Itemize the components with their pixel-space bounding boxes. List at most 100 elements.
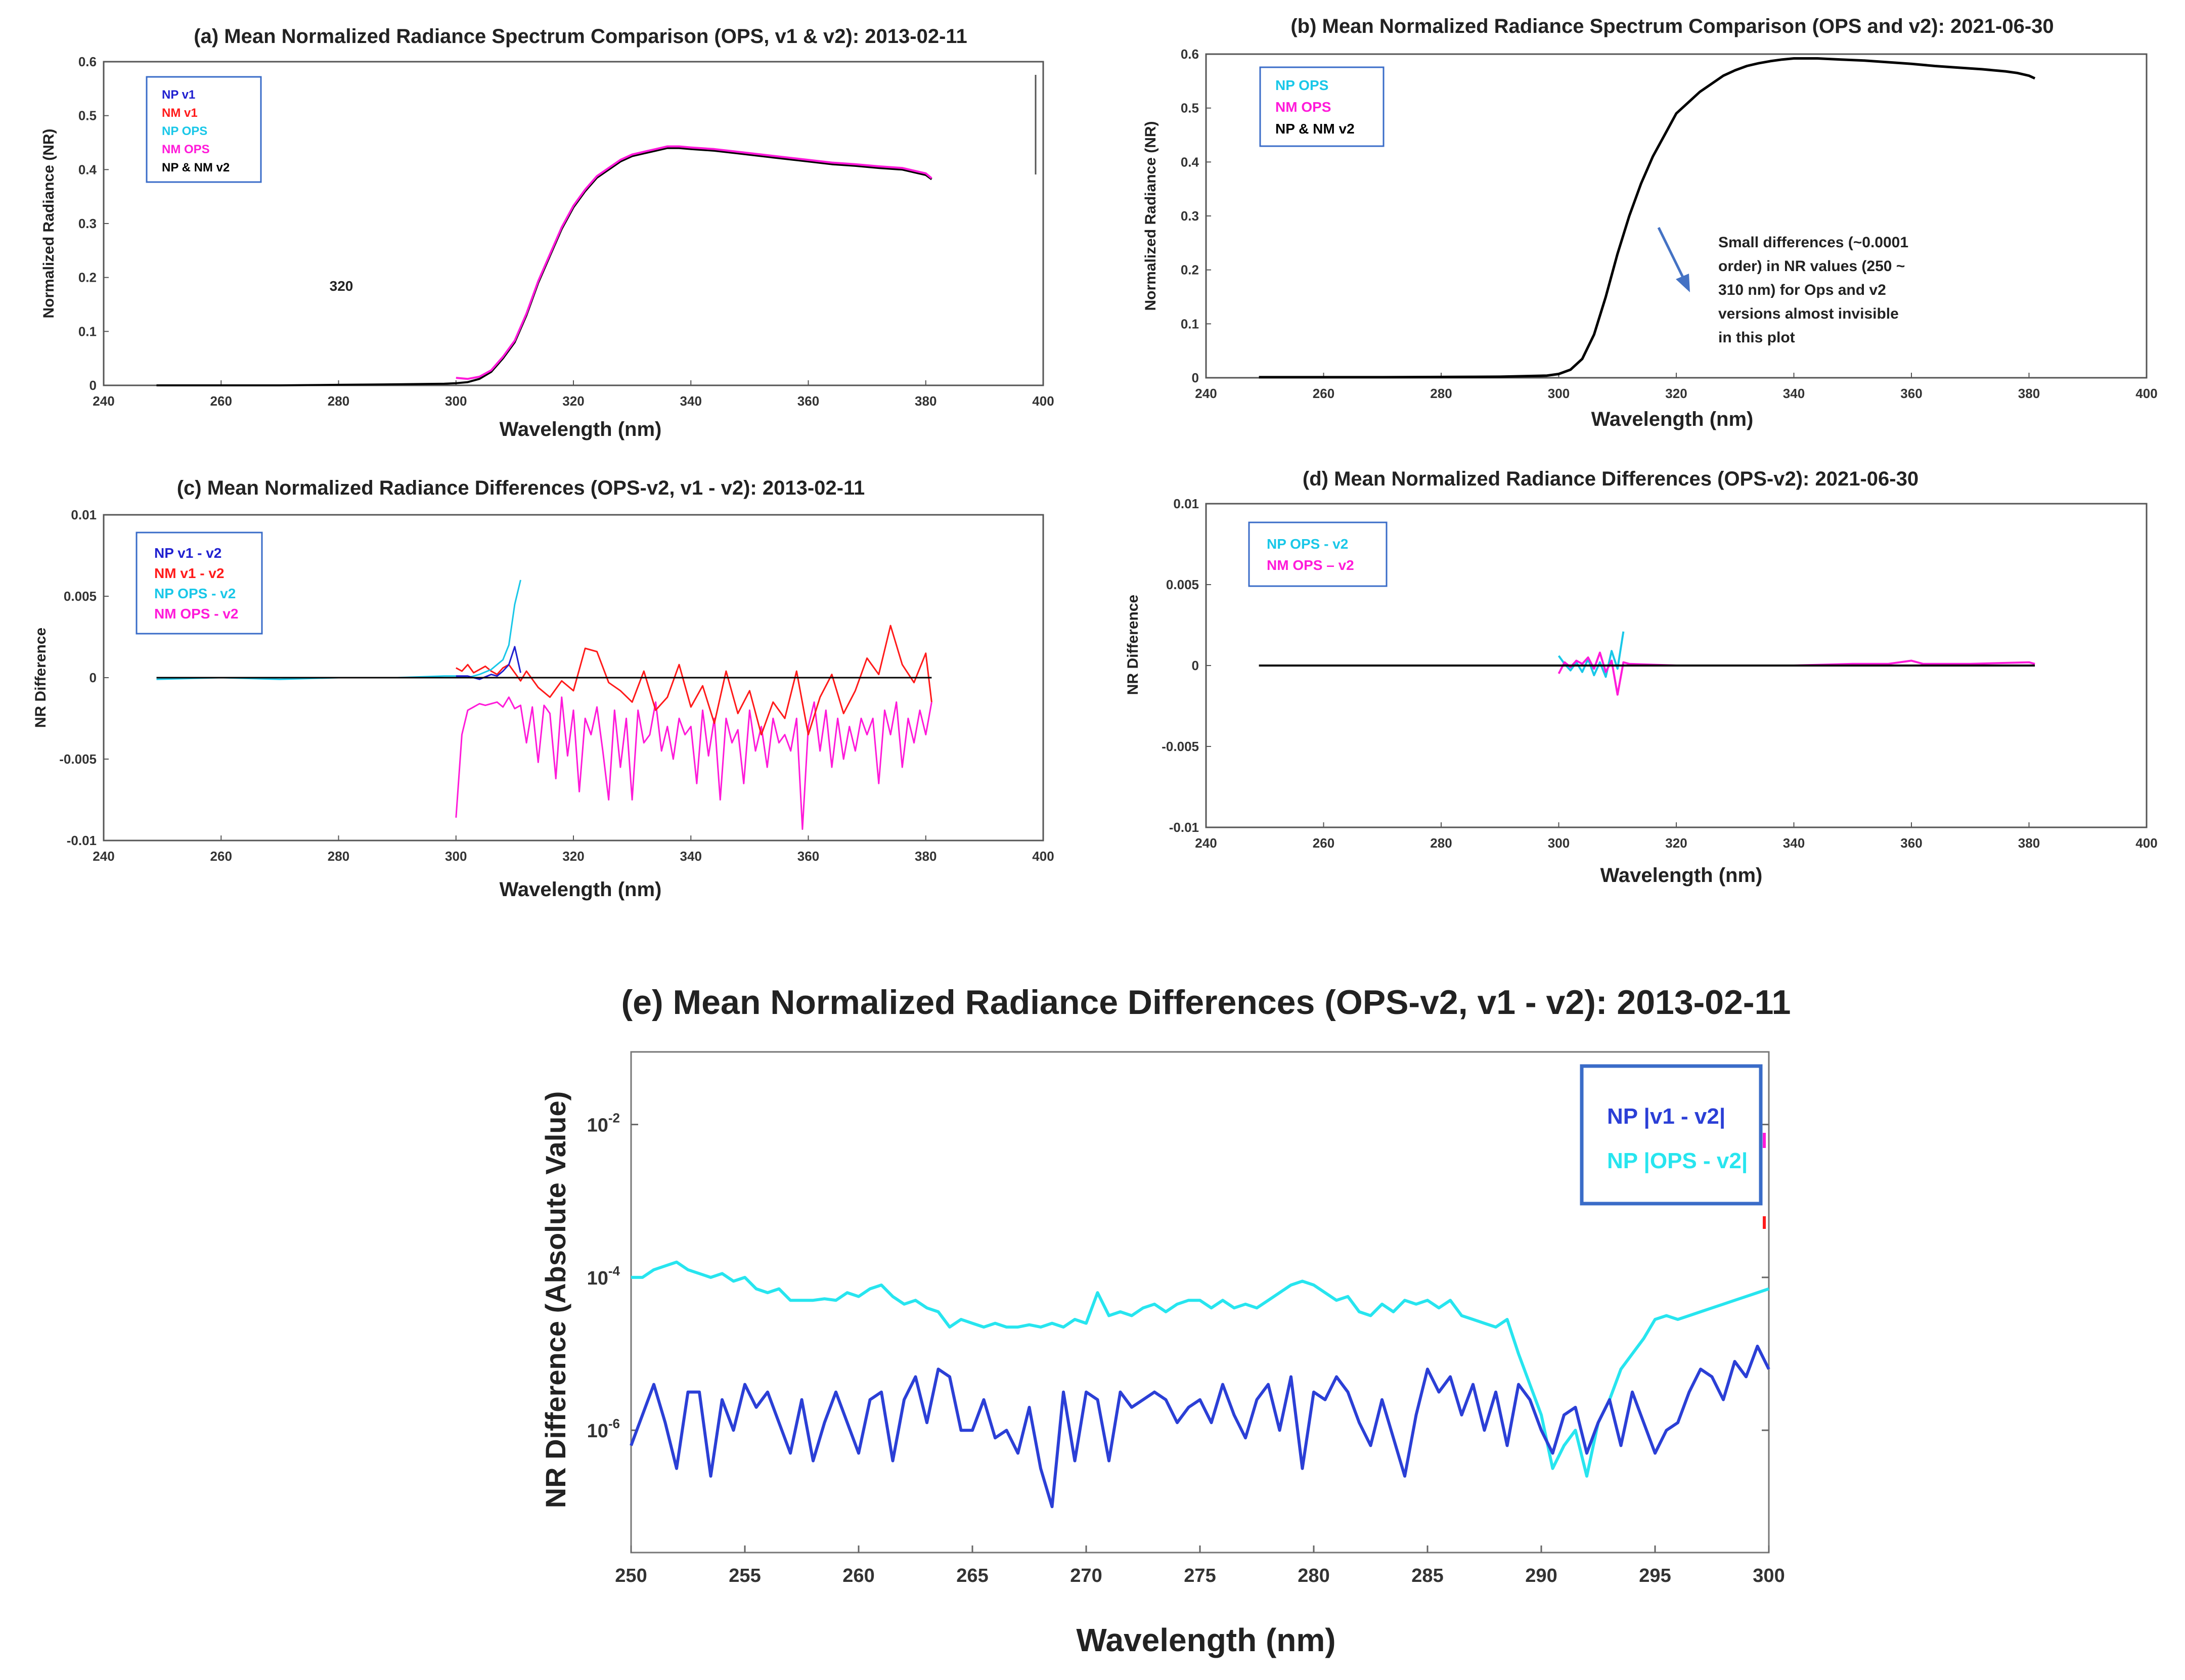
panel-c-ytick-0-005: -0.005 <box>59 751 97 767</box>
panel-d-ytick-0-01: 0.01 <box>1173 496 1199 511</box>
panel-d-ytick-0-01: -0.01 <box>1169 820 1199 835</box>
panel-b-ytick-0-4: 0.4 <box>1181 154 1199 169</box>
panel-c-x-axis-label: Wavelength (nm) <box>500 878 662 901</box>
panel-c-xtick-300: 300 <box>445 849 467 864</box>
panel-c-legend: NP v1 - v2 NM v1 - v2 NP OPS - v2 NM OPS… <box>136 532 263 635</box>
panel-b-plot: 240 260 280 300 320 340 360 380 400 0 0.1 0.2 0.3 0.4… <box>1181 47 2158 401</box>
panel-e-xtick-265: 265 <box>956 1565 988 1586</box>
panel-d: (d) Mean Normalized Radiance Differences… <box>1125 468 2158 887</box>
panel-c-ytick-0-01: -0.01 <box>67 833 97 848</box>
panel-b-xtick-340: 340 <box>1783 386 1805 401</box>
panel-b-xtick-380: 380 <box>2018 386 2040 401</box>
panel-e-ytick-1e-2: 10-2 <box>587 1111 620 1136</box>
panel-e-xtick-295: 295 <box>1639 1565 1671 1586</box>
panel-a-plot: 240 260 280 300 320 340 360 380 400 0 0.1 0.2 0.3 0.4… <box>78 54 1054 409</box>
panel-b-xtick-400: 400 <box>2135 386 2157 401</box>
panel-a-series-nm-ops <box>456 145 932 380</box>
panel-a-ytick-0-2: 0.2 <box>78 270 97 285</box>
panel-c-plot: 240 260 280 300 320 340 360 380 400 -0.01 -0.005 0 0… <box>59 507 1054 864</box>
panel-e-xtick-280: 280 <box>1298 1565 1329 1586</box>
panel-d-x-axis-label: Wavelength (nm) <box>1600 864 1763 887</box>
panel-c-ytick-0-01: 0.01 <box>71 507 97 522</box>
panel-c-xtick-400: 400 <box>1032 849 1054 864</box>
panel-b-annotation-arrow-line <box>1657 227 1684 278</box>
panel-b-xtick-280: 280 <box>1430 386 1452 401</box>
panel-a-legend-box <box>146 76 262 183</box>
panel-e-xtick-260: 260 <box>842 1565 874 1586</box>
panel-d-legend-np-ops-v2: NP OPS - v2 <box>1267 536 1348 552</box>
panel-b-ytick-0-1: 0.1 <box>1181 316 1199 331</box>
panel-a-ytick-0: 0 <box>90 378 97 393</box>
panel-d-ytick-0: 0 <box>1192 658 1199 673</box>
panel-d-xtick-380: 380 <box>2018 835 2040 851</box>
panel-b-legend-box <box>1259 66 1385 147</box>
panel-b-annotation-line-3: 310 nm) for Ops and v2 <box>1718 282 1886 298</box>
panel-d-plot: 240 260 280 300 320 340 360 380 400 -0.01 -0.005 0 0… <box>1162 496 2157 851</box>
panel-a-legend-np-ops: NP OPS <box>162 124 207 138</box>
panel-a: (a) Mean Normalized Radiance Spectrum Co… <box>40 25 1054 440</box>
panel-b-xtick-240: 240 <box>1195 386 1217 401</box>
panel-c-legend-np-v1-v2: NP v1 - v2 <box>154 545 221 561</box>
panel-d-xtick-320: 320 <box>1665 835 1687 851</box>
panel-b-xtick-360: 360 <box>1900 386 1922 401</box>
panel-a-legend-nm-v1: NM v1 <box>162 106 198 120</box>
panel-a-xtick-260: 260 <box>210 393 232 409</box>
panel-b-ytick-0-6: 0.6 <box>1181 47 1199 62</box>
panel-d-title: (d) Mean Normalized Radiance Differences… <box>1303 468 1919 490</box>
panel-a-ytick-0-6: 0.6 <box>78 54 97 69</box>
panel-c-xtick-320: 320 <box>562 849 584 864</box>
panel-d-ytick-0-005: -0.005 <box>1162 739 1199 754</box>
panel-e-legend: NP |v1 - v2| NP |OPS - v2| <box>1580 1064 1763 1206</box>
panel-e-plot: 250 255 260 265 270 275 280 285 290 295 30010-210-… <box>587 1111 1785 1586</box>
panel-a-legend-nm-ops: NM OPS <box>162 143 210 156</box>
panel-c-legend-nm-ops-v2: NM OPS - v2 <box>154 606 238 622</box>
panel-c-ytick-0-005: 0.005 <box>64 589 97 604</box>
panel-a-x-axis-label: Wavelength (nm) <box>500 418 662 440</box>
panel-b-legend-np-ops: NP OPS <box>1275 77 1328 93</box>
panel-a-xtick-280: 280 <box>328 393 349 409</box>
panel-d-xtick-240: 240 <box>1195 835 1217 851</box>
panel-b-ytick-0-2: 0.2 <box>1181 262 1199 278</box>
panel-c-legend-np-ops-v2: NP OPS - v2 <box>154 586 236 601</box>
panel-c-title: (c) Mean Normalized Radiance Differences… <box>177 477 865 499</box>
panel-e-ytick-base: 10 <box>587 1268 608 1289</box>
panel-a-title: (a) Mean Normalized Radiance Spectrum Co… <box>194 25 967 48</box>
panel-e-legend-box <box>1580 1064 1763 1206</box>
panel-c-series-nm-v1-v2 <box>456 625 932 736</box>
panel-a-xtick-400: 400 <box>1032 393 1054 409</box>
panel-e-legend-np-v1-v2: NP |v1 - v2| <box>1607 1104 1725 1129</box>
panel-b-annotation-line-1: Small differences (~0.0001 <box>1718 234 1908 251</box>
panel-e: (e) Mean Normalized Radiance Differences… <box>540 983 1791 1658</box>
panel-d-xtick-400: 400 <box>2135 835 2157 851</box>
panel-b-ytick-0-3: 0.3 <box>1181 208 1199 224</box>
panel-b-annotation-arrowhead <box>1676 274 1690 292</box>
panel-e-xtick-270: 270 <box>1070 1565 1102 1586</box>
panel-b-annotation-line-2: order) in NR values (250 ~ <box>1718 258 1905 275</box>
panel-e-title: (e) Mean Normalized Radiance Differences… <box>621 983 1791 1022</box>
panel-d-xtick-260: 260 <box>1313 835 1334 851</box>
panel-a-annotation: 320 <box>330 278 353 294</box>
panel-c-xtick-280: 280 <box>328 849 349 864</box>
panel-e-xtick-290: 290 <box>1525 1565 1557 1586</box>
panel-e-ytick-1e-4: 10-4 <box>587 1263 620 1289</box>
panel-e-ytick-1e-6: 10-6 <box>587 1416 620 1442</box>
panel-b-xtick-300: 300 <box>1548 386 1570 401</box>
panel-e-legend-np-ops-v2: NP |OPS - v2| <box>1607 1148 1748 1174</box>
panel-d-xtick-280: 280 <box>1430 835 1452 851</box>
panel-e-ytick-exponent: -4 <box>608 1263 620 1278</box>
panel-b-legend: NP OPS NM OPS NP & NM v2 <box>1259 66 1385 147</box>
panel-e-y-axis-label: NR Difference (Absolute Value) <box>540 1091 571 1509</box>
panel-d-xtick-360: 360 <box>1900 835 1922 851</box>
panel-a-xtick-240: 240 <box>93 393 114 409</box>
panel-e-ytick-exponent: -6 <box>608 1416 620 1431</box>
panel-d-legend-nm-ops-v2: NM OPS – v2 <box>1267 557 1354 573</box>
panel-c-legend-box <box>136 532 263 635</box>
panel-c-xtick-240: 240 <box>93 849 114 864</box>
panel-e-ytick-exponent: -2 <box>608 1111 620 1126</box>
panel-c-xtick-360: 360 <box>797 849 819 864</box>
panel-e-series-np-ops-v2 <box>631 1260 1769 1478</box>
panel-c-series-nm-ops-v2 <box>455 696 932 830</box>
panel-e-xtick-300: 300 <box>1753 1565 1785 1586</box>
panel-d-legend: NP OPS - v2 NM OPS – v2 <box>1248 521 1388 587</box>
